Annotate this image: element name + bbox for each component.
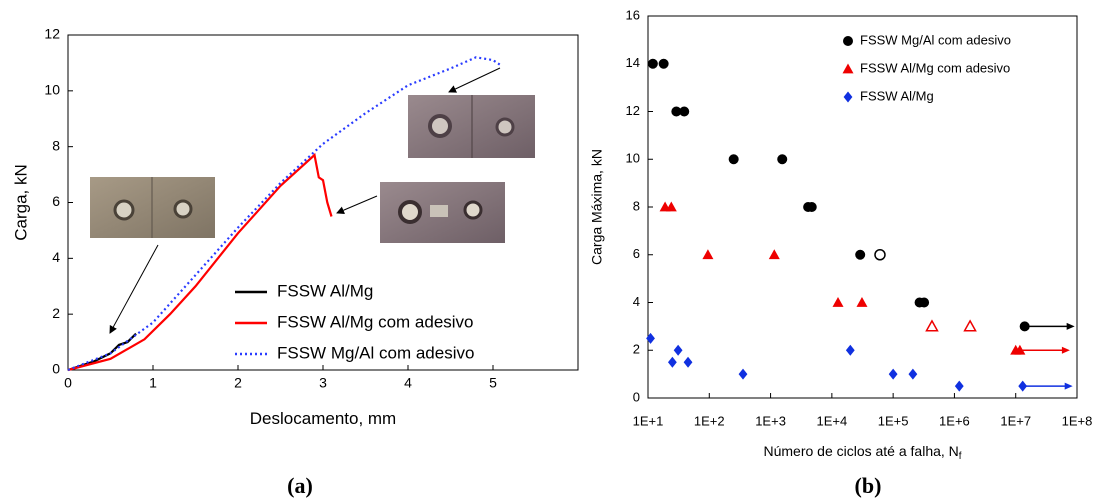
x-tick-label: 0 (64, 375, 72, 391)
marker (806, 202, 817, 212)
marker (646, 332, 655, 344)
y-tick-label: 14 (626, 55, 640, 70)
x-tick-label: 4 (404, 375, 412, 391)
x-axis-label-text: Número de ciclos até a falha, N (763, 443, 958, 459)
x-tick-label: 1E+2 (694, 413, 725, 428)
arrow (336, 195, 378, 214)
arrow (448, 67, 501, 93)
legend-label: FSSW Mg/Al com adesivo (277, 343, 474, 362)
photo-inset (380, 182, 505, 243)
y-axis-label: Carga Máxima, kN (589, 149, 605, 265)
data-line (67, 56, 503, 372)
marker (777, 154, 788, 165)
marker (1019, 321, 1030, 332)
legend-swatch (843, 91, 853, 103)
marker (679, 106, 690, 117)
legend-label: FSSW Mg/Al com adesivo (860, 32, 1011, 47)
marker (908, 368, 918, 380)
marker (925, 319, 939, 332)
y-tick-label: 2 (52, 305, 60, 321)
marker (738, 368, 748, 380)
x-axis-label-subscript: f (959, 451, 962, 462)
y-tick-label: 6 (52, 193, 60, 209)
marker (658, 58, 669, 69)
marker (673, 344, 683, 356)
y-tick-label: 12 (626, 103, 640, 118)
photo-inset (90, 177, 215, 238)
marker (667, 356, 677, 368)
marker (954, 380, 964, 392)
legend-swatch (842, 63, 854, 74)
y-tick-label: 8 (52, 137, 60, 153)
runout-arrowhead (1064, 382, 1073, 390)
y-tick-label: 16 (626, 7, 640, 22)
data-line (67, 332, 137, 372)
marker (702, 249, 714, 260)
marker (1018, 380, 1028, 392)
x-tick-label: 5 (489, 375, 497, 391)
marker (874, 249, 886, 261)
x-tick-label: 1E+4 (816, 413, 847, 428)
x-tick-label: 1E+8 (1062, 413, 1093, 428)
marker (888, 368, 898, 380)
marker (855, 249, 866, 260)
x-axis-label: Número de ciclos até a falha, Nf (763, 443, 961, 462)
x-tick-label: 1 (149, 375, 157, 391)
marker (832, 297, 844, 307)
y-tick-label: 0 (633, 389, 640, 404)
marker (845, 344, 855, 356)
y-tick-label: 0 (52, 361, 60, 377)
x-tick-label: 1E+5 (878, 413, 909, 428)
runout-arrowhead (1066, 322, 1075, 330)
legend-swatch (843, 36, 853, 46)
marker (856, 297, 868, 307)
x-tick-label: 1E+1 (633, 413, 664, 428)
y-axis-label: Carga, kN (11, 164, 30, 241)
legend-label: FSSW Al/Mg (860, 88, 934, 103)
legend-label: FSSW Al/Mg (277, 281, 373, 300)
y-tick-label: 12 (44, 26, 60, 42)
x-axis-label-text: Deslocamento, mm (250, 409, 396, 428)
marker (768, 249, 780, 260)
legend-label: FSSW Al/Mg com adesivo (860, 60, 1010, 75)
panel-label: (b) (855, 473, 882, 498)
y-tick-label: 6 (633, 246, 640, 261)
marker (1014, 344, 1026, 355)
photo-inset (408, 95, 535, 158)
x-axis-label: Deslocamento, mm (250, 409, 396, 428)
y-tick-label: 4 (52, 249, 60, 265)
y-tick-label: 10 (44, 82, 60, 98)
marker (963, 319, 977, 332)
x-tick-label: 2 (234, 375, 242, 391)
y-tick-label: 8 (633, 198, 640, 213)
y-tick-label: 2 (633, 342, 640, 357)
legend-label: FSSW Al/Mg com adesivo (277, 312, 474, 331)
arrow (109, 244, 159, 334)
marker (671, 106, 682, 117)
x-tick-label: 3 (319, 375, 327, 391)
y-tick-label: 10 (626, 151, 640, 166)
marker (665, 201, 677, 212)
data-line (67, 152, 333, 372)
marker (683, 356, 693, 368)
marker (919, 297, 930, 308)
x-tick-label: 1E+7 (1000, 413, 1031, 428)
runout-arrowhead (1061, 346, 1070, 354)
marker (647, 58, 658, 69)
x-tick-label: 1E+3 (755, 413, 786, 428)
marker (728, 154, 739, 165)
x-tick-label: 1E+6 (939, 413, 970, 428)
panel-label: (a) (287, 473, 313, 498)
y-tick-label: 4 (633, 294, 640, 309)
